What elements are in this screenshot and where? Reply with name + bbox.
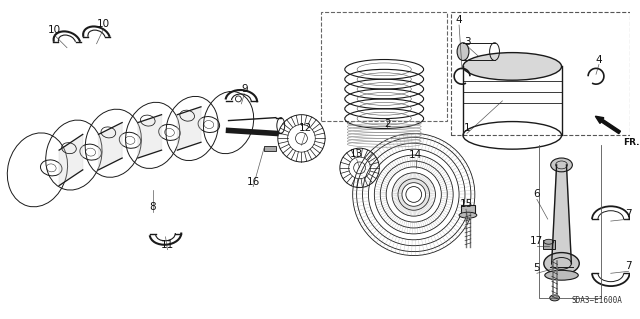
Text: 6: 6 <box>534 189 540 199</box>
Ellipse shape <box>457 43 469 61</box>
Text: 11: 11 <box>161 240 174 250</box>
Text: 7: 7 <box>625 209 632 219</box>
Ellipse shape <box>544 253 579 274</box>
Text: 4: 4 <box>596 55 602 64</box>
Text: 9: 9 <box>241 84 248 94</box>
Bar <box>543 240 555 249</box>
Polygon shape <box>138 115 161 158</box>
Text: 1: 1 <box>463 123 470 133</box>
Text: 17: 17 <box>531 236 543 246</box>
Polygon shape <box>461 205 475 213</box>
Ellipse shape <box>544 239 554 244</box>
Text: 5: 5 <box>534 263 540 273</box>
Polygon shape <box>177 107 201 150</box>
Ellipse shape <box>459 212 477 218</box>
Polygon shape <box>59 134 83 186</box>
Text: 4: 4 <box>456 15 462 25</box>
Text: 14: 14 <box>409 150 422 160</box>
Ellipse shape <box>463 53 561 80</box>
Bar <box>321 12 447 121</box>
Text: 7: 7 <box>625 261 632 271</box>
Polygon shape <box>99 122 122 170</box>
Ellipse shape <box>550 295 559 301</box>
Text: 13: 13 <box>350 149 364 159</box>
Text: SDA3−E1600A: SDA3−E1600A <box>572 296 622 305</box>
Text: 2: 2 <box>384 119 390 129</box>
Bar <box>264 146 276 151</box>
Polygon shape <box>552 165 572 263</box>
Text: 8: 8 <box>149 202 156 212</box>
Bar <box>451 12 630 135</box>
Text: 12: 12 <box>299 123 312 133</box>
Text: 10: 10 <box>47 25 61 35</box>
Text: FR.: FR. <box>623 138 640 147</box>
Ellipse shape <box>545 270 579 280</box>
Text: 3: 3 <box>465 37 471 47</box>
Text: 10: 10 <box>97 19 110 29</box>
Text: 15: 15 <box>460 199 472 209</box>
FancyArrow shape <box>595 116 620 134</box>
Ellipse shape <box>550 158 572 172</box>
Text: 16: 16 <box>246 177 260 187</box>
